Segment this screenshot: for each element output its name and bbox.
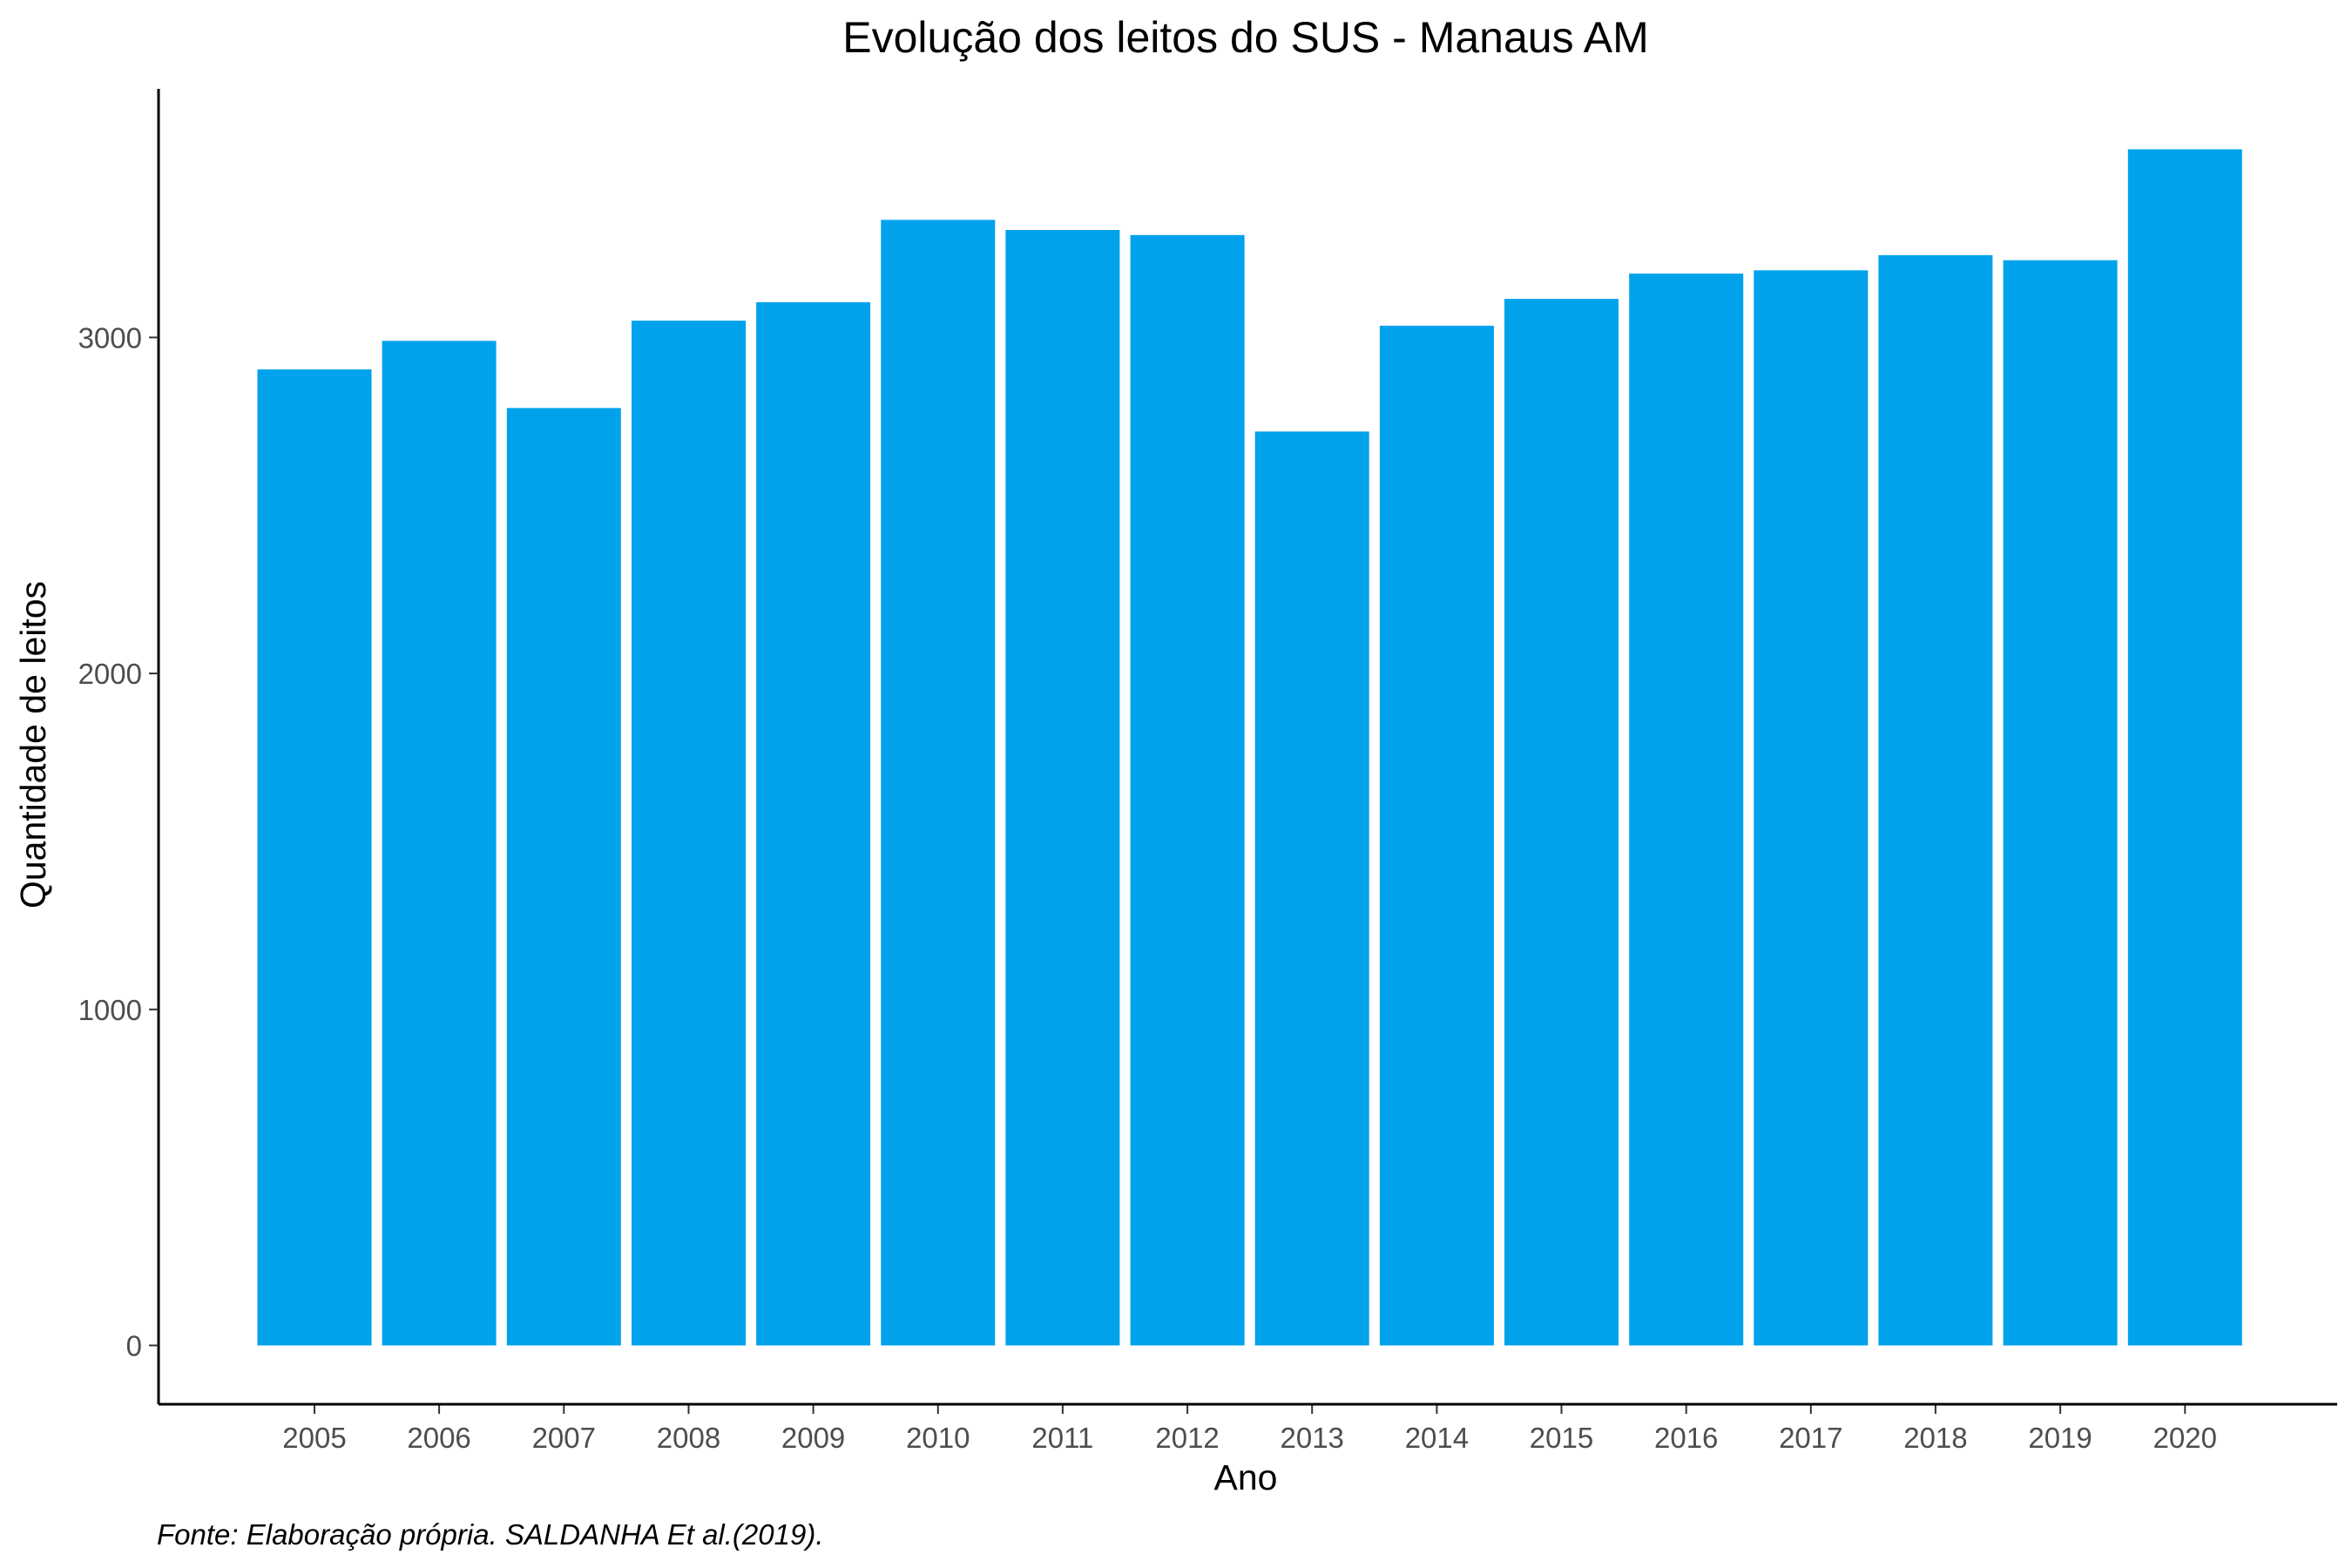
x-tick-label-2015: 2015 bbox=[1530, 1422, 1593, 1454]
bar-2006 bbox=[382, 341, 497, 1346]
bar-2013 bbox=[1254, 431, 1369, 1346]
x-tick-label-2008: 2008 bbox=[657, 1422, 720, 1454]
bars-group bbox=[257, 149, 2242, 1346]
chart-title: Evolução dos leitos do SUS - Manaus AM bbox=[842, 13, 1648, 62]
bar-2019 bbox=[2003, 260, 2118, 1346]
y-tick-label-0: 0 bbox=[126, 1330, 142, 1362]
bar-2018 bbox=[1878, 254, 1993, 1346]
bar-2014 bbox=[1379, 325, 1494, 1346]
bar-2016 bbox=[1629, 274, 1744, 1346]
x-tick-label-2005: 2005 bbox=[282, 1422, 346, 1454]
x-tick-label-2007: 2007 bbox=[532, 1422, 596, 1454]
bar-2017 bbox=[1754, 270, 1869, 1346]
y-tick-label-3000: 3000 bbox=[78, 321, 142, 354]
source-caption: Fonte: Elaboração própria. SALDANHA Et a… bbox=[157, 1518, 824, 1551]
bar-2011 bbox=[1005, 230, 1120, 1346]
bar-2020 bbox=[2127, 149, 2242, 1346]
x-axis: 2005 2006 2007 2008 2009 2010 2011 2012 2013 2014… bbox=[159, 1402, 2337, 1454]
x-tick-label-2020: 2020 bbox=[2153, 1422, 2217, 1454]
y-tick-label-2000: 2000 bbox=[78, 658, 142, 690]
x-tick-label-2016: 2016 bbox=[1654, 1422, 1718, 1454]
bar-2005 bbox=[257, 369, 372, 1346]
x-tick-label-2012: 2012 bbox=[1155, 1422, 1219, 1454]
x-axis-label: Ano bbox=[1214, 1457, 1278, 1497]
bar-2010 bbox=[881, 220, 996, 1346]
y-axis-label: Quantidade de leitos bbox=[13, 581, 53, 909]
bar-2008 bbox=[632, 321, 746, 1346]
x-tick-label-2011: 2011 bbox=[1031, 1422, 1093, 1454]
x-tick-label-2013: 2013 bbox=[1280, 1422, 1343, 1454]
x-tick-label-2014: 2014 bbox=[1405, 1422, 1469, 1454]
x-tick-label-2019: 2019 bbox=[2028, 1422, 2092, 1454]
bar-2012 bbox=[1130, 234, 1245, 1346]
x-tick-label-2010: 2010 bbox=[906, 1422, 970, 1454]
bar-2007 bbox=[506, 408, 621, 1346]
bar-2009 bbox=[756, 301, 871, 1346]
y-tick-label-1000: 1000 bbox=[78, 994, 142, 1026]
x-tick-label-2009: 2009 bbox=[781, 1422, 845, 1454]
y-axis: 0 1000 2000 3000 bbox=[78, 89, 160, 1404]
x-tick-label-2006: 2006 bbox=[407, 1422, 470, 1454]
x-tick-label-2017: 2017 bbox=[1779, 1422, 1842, 1454]
bar-2015 bbox=[1504, 299, 1619, 1346]
x-tick-label-2018: 2018 bbox=[1903, 1422, 1967, 1454]
